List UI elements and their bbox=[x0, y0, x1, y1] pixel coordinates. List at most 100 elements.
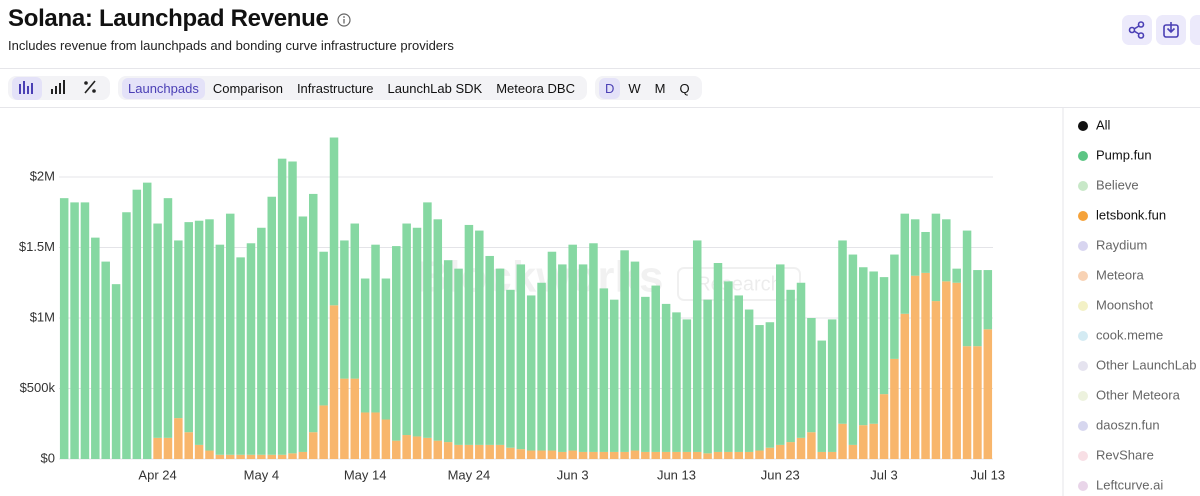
bar-segment bbox=[692, 451, 702, 459]
bar-segment bbox=[215, 454, 225, 459]
bar-segment bbox=[526, 295, 536, 451]
legend-dot bbox=[1078, 121, 1088, 131]
bar-segment bbox=[962, 230, 972, 347]
tab[interactable]: Comparison bbox=[212, 80, 283, 96]
legend-label: Other LaunchLab bbox=[1096, 357, 1196, 372]
bar-segment bbox=[153, 223, 162, 438]
save-button[interactable] bbox=[1156, 15, 1186, 45]
x-tick-label: May 4 bbox=[244, 467, 279, 482]
tab[interactable]: Q bbox=[679, 80, 690, 96]
toolbar: Launchpads Comparison Infrastructure Launch… bbox=[8, 76, 710, 100]
bar-segment bbox=[101, 261, 110, 459]
bar-segment bbox=[931, 213, 941, 302]
bar-segment bbox=[309, 432, 318, 459]
expand-button[interactable] bbox=[1190, 15, 1200, 45]
bar-segment bbox=[651, 451, 660, 459]
bar-segment bbox=[568, 450, 577, 459]
bar-segment bbox=[153, 437, 162, 459]
bar-segment bbox=[537, 282, 546, 451]
tab[interactable]: D bbox=[598, 77, 621, 99]
legend-dot bbox=[1078, 421, 1088, 431]
tab[interactable]: LaunchLab SDK bbox=[387, 80, 483, 96]
chart-type-group bbox=[8, 76, 110, 100]
bar-segment bbox=[319, 405, 328, 459]
legend-dot bbox=[1078, 211, 1088, 221]
bar-segment bbox=[682, 319, 692, 452]
bar-segment bbox=[827, 451, 837, 459]
stacked-icon[interactable] bbox=[44, 77, 74, 100]
bar-segment bbox=[163, 198, 173, 438]
tab[interactable]: M bbox=[654, 80, 666, 96]
bar-segment bbox=[80, 202, 90, 459]
tab[interactable]: W bbox=[628, 80, 641, 96]
bar-segment bbox=[744, 309, 754, 452]
bar-segment bbox=[776, 444, 785, 459]
bar-segment bbox=[983, 329, 993, 459]
bar-segment bbox=[111, 284, 121, 459]
legend-dot bbox=[1078, 361, 1088, 371]
bar-icon[interactable] bbox=[12, 76, 42, 100]
bar-segment bbox=[319, 251, 328, 406]
tab[interactable]: Meteora DBC bbox=[496, 80, 575, 96]
bar-segment bbox=[724, 451, 733, 459]
bar-segment bbox=[547, 450, 557, 459]
bar-segment bbox=[132, 189, 142, 459]
bar-segment bbox=[672, 312, 681, 452]
bar-segment bbox=[755, 450, 764, 459]
bar-segment bbox=[890, 358, 899, 459]
bar-segment bbox=[641, 451, 650, 459]
legend-dot bbox=[1078, 331, 1088, 341]
legend-label: Other Meteora bbox=[1096, 387, 1181, 402]
percent-icon[interactable] bbox=[76, 77, 104, 100]
tab[interactable]: Infrastructure bbox=[296, 80, 374, 96]
legend-label: Meteora bbox=[1096, 267, 1144, 282]
bar-segment bbox=[921, 272, 930, 459]
tab[interactable]: Launchpads bbox=[122, 77, 205, 99]
bar-segment bbox=[578, 451, 588, 459]
bar-segment bbox=[277, 454, 287, 459]
bar-segment bbox=[402, 223, 411, 436]
bar-segment bbox=[433, 440, 443, 459]
bar-segment bbox=[962, 346, 972, 459]
bar-segment bbox=[392, 440, 401, 459]
bar-segment bbox=[547, 251, 557, 451]
bar-segment bbox=[184, 222, 193, 433]
bar-segment bbox=[225, 213, 235, 455]
x-tick-label: Jul 3 bbox=[870, 467, 897, 482]
bar-segment bbox=[838, 240, 847, 424]
bar-segment bbox=[257, 454, 266, 459]
info-icon[interactable] bbox=[337, 13, 351, 27]
bar-segment bbox=[827, 319, 837, 452]
bar-segment bbox=[724, 281, 733, 452]
bar-segment bbox=[454, 268, 463, 445]
bar-segment bbox=[910, 275, 920, 459]
share-button[interactable] bbox=[1122, 15, 1152, 45]
legend-label: cook.meme bbox=[1096, 327, 1163, 342]
bar-segment bbox=[900, 213, 910, 314]
x-tick-label: Apr 24 bbox=[138, 467, 176, 482]
bar-segment bbox=[609, 299, 619, 452]
bar-segment bbox=[122, 212, 131, 459]
chart-title: Solana: Launchpad Revenue bbox=[8, 5, 329, 32]
legend-label: Moonshot bbox=[1096, 297, 1153, 312]
bar-segment bbox=[630, 261, 640, 451]
bar-segment bbox=[433, 219, 443, 441]
bar-segment bbox=[796, 437, 806, 459]
bar-segment bbox=[288, 161, 297, 454]
bar-segment bbox=[526, 450, 536, 459]
x-tick-label: May 14 bbox=[344, 467, 387, 482]
bar-segment bbox=[454, 444, 463, 459]
bar-segment bbox=[537, 450, 546, 459]
bar-segment bbox=[859, 267, 868, 426]
bar-segment bbox=[174, 240, 183, 419]
bar-segment bbox=[506, 447, 515, 459]
divider bbox=[0, 68, 1200, 69]
bar-segment bbox=[765, 322, 775, 448]
bar-segment bbox=[59, 198, 69, 459]
bar-segment bbox=[599, 288, 609, 452]
bar-segment bbox=[869, 271, 878, 424]
bar-segment bbox=[817, 340, 827, 452]
bar-segment bbox=[952, 282, 961, 459]
bar-segment bbox=[692, 240, 702, 452]
